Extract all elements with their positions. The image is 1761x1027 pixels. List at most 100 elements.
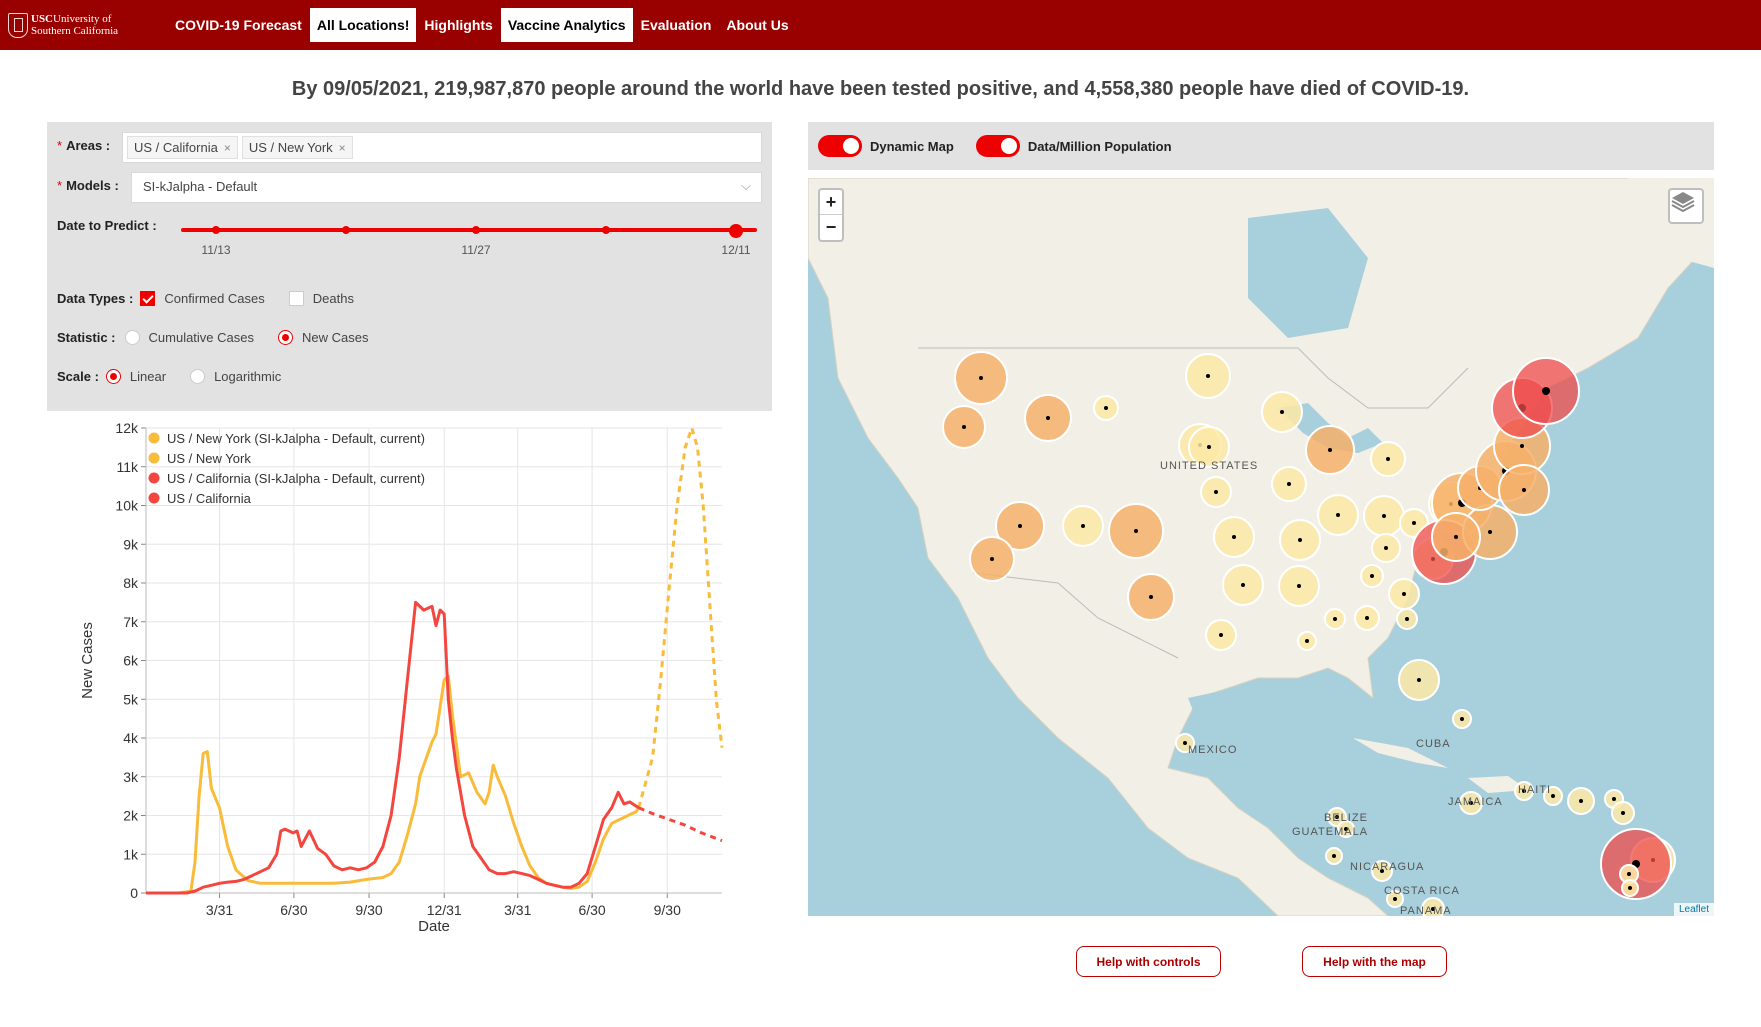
slider-step[interactable] [472,226,480,234]
map-bubble-marker[interactable] [1371,860,1393,882]
map-bubble-marker[interactable] [1127,573,1175,621]
areas-select[interactable]: US / California × US / New York × [122,132,762,163]
map-label-nicaragua: NICARAGUA [1350,861,1425,873]
new-cases-radio[interactable]: New Cases [278,330,368,345]
y-tick-label: 12k [115,420,139,436]
toggle-switch-icon[interactable] [975,135,1020,157]
y-tick-label: 8k [123,575,139,591]
map-bubble-marker[interactable] [1324,608,1346,630]
map-bubble-marker[interactable] [1305,425,1355,475]
map-bubble-marker[interactable] [1498,464,1550,516]
map-bubble-marker[interactable] [1337,820,1355,838]
map-bubble-marker[interactable] [1360,564,1384,588]
legend-entry: US / California (SI-kJalpha - Default, c… [167,471,425,486]
models-row: * Models : [57,178,119,193]
map-bubble-marker[interactable] [1363,495,1405,537]
help-controls-button[interactable]: Help with controls [1076,946,1221,977]
map-bubble-marker[interactable] [1600,828,1672,900]
map-bubble-marker[interactable] [1108,503,1164,559]
map-bubble-marker[interactable] [1200,476,1232,508]
radio-icon[interactable] [190,369,206,384]
deaths-checkbox[interactable]: Deaths [288,291,354,306]
nav-item-all-locations[interactable]: All Locations! [309,8,417,42]
help-map-button[interactable]: Help with the map [1302,946,1447,977]
map-label-belize: BELIZE [1324,812,1368,824]
zoom-out-button[interactable]: − [825,217,837,237]
slider-step[interactable] [342,226,350,234]
data-types-row: Data Types : Confirmed Cases Deaths [57,291,378,306]
toggle-switch-icon[interactable] [818,135,862,157]
usc-logo[interactable]: USCUniversity of Southern California [8,11,128,39]
map-bubble-marker[interactable] [1261,391,1303,433]
map-bubble-marker[interactable] [1452,709,1472,729]
leaflet-attribution[interactable]: Leaflet [1673,903,1714,916]
nav-item-forecast[interactable]: COVID-19 Forecast [175,17,302,33]
map-bubble-marker[interactable] [1396,608,1418,630]
map-bubble-marker[interactable] [1317,494,1359,536]
map-bubble-marker[interactable] [1543,786,1563,806]
radio-selected-icon[interactable] [105,369,121,384]
zoom-in-button[interactable]: + [820,190,842,215]
nav-item-highlights[interactable]: Highlights [424,17,493,33]
slider-handle[interactable] [729,224,743,238]
map-bubble-marker[interactable] [1175,733,1195,753]
legend-entry: US / New York (SI-kJalpha - Default, cur… [167,431,425,446]
map-bubble-marker[interactable] [942,405,986,449]
close-icon[interactable]: × [338,140,346,155]
map-bubble-marker[interactable] [1611,801,1635,825]
linear-radio[interactable]: Linear [105,369,166,384]
nav-item-vaccine-analytics[interactable]: Vaccine Analytics [500,8,633,42]
map-bubble-marker[interactable] [1188,426,1230,468]
map-bubble-marker[interactable] [1621,879,1639,897]
map-bubble-marker[interactable] [1024,394,1072,442]
map-bubble-marker[interactable] [1205,619,1237,651]
map-bubble-marker[interactable] [1062,505,1104,547]
radio-selected-icon[interactable] [278,330,294,345]
dynamic-map-toggle[interactable]: Dynamic Map [818,135,954,157]
areas-label: Areas : [66,138,111,153]
map-bubble-marker[interactable] [1279,519,1321,561]
map-bubble-marker[interactable] [1514,781,1534,801]
map-bubble-marker[interactable] [1325,847,1343,865]
map-bubble-marker[interactable] [1459,791,1483,815]
map-bubble-marker[interactable] [1371,533,1401,563]
date-label: Date to Predict : [57,218,157,233]
cumulative-cases-radio[interactable]: Cumulative Cases [124,330,254,345]
date-slider[interactable]: 11/13 11/27 12/11 [181,224,757,264]
nav-item-about-us[interactable]: About Us [726,17,789,33]
map-bubble-marker[interactable] [1185,353,1231,399]
map-bubble-marker[interactable] [1370,441,1406,477]
models-select[interactable]: SI-kJalpha - Default ⌵ [131,172,762,203]
nav-item-evaluation[interactable]: Evaluation [640,17,712,33]
map-bubble-marker[interactable] [1354,605,1380,631]
map-bubble-marker[interactable] [1271,466,1307,502]
map-bubble-marker[interactable] [954,351,1008,405]
map-bubble-marker[interactable] [1567,787,1595,815]
map-bubble-marker[interactable] [1213,516,1255,558]
map-bubble-marker[interactable] [1512,357,1580,425]
slider-step[interactable] [212,226,220,234]
radio-icon[interactable] [124,330,140,345]
confirmed-cases-checkbox[interactable]: Confirmed Cases [140,291,265,306]
map-bubble-marker[interactable] [1093,395,1119,421]
per-million-toggle[interactable]: Data/Million Population [975,135,1172,157]
map-view[interactable]: UNITED STATES MEXICO CUBA JAMAICA HAITI … [808,178,1714,916]
checkbox-checked-icon[interactable] [140,291,156,306]
slider-step[interactable] [602,226,610,234]
map-bubble-marker[interactable] [1398,659,1440,701]
checkbox-icon[interactable] [288,291,304,306]
map-bubble-marker[interactable] [1222,564,1264,606]
bubble-center-dot [1628,886,1632,890]
logarithmic-radio[interactable]: Logarithmic [190,369,281,384]
map-bubble-marker[interactable] [1388,578,1420,610]
map-bubble-marker[interactable] [1278,565,1320,607]
close-icon[interactable]: × [223,140,231,155]
map-bubble-marker[interactable] [1386,890,1404,908]
map-bubble-marker[interactable] [969,536,1015,582]
layers-icon[interactable] [1668,188,1704,224]
map-bubble-marker[interactable] [1297,631,1317,651]
map-bubble-marker[interactable] [1431,512,1481,562]
bubble-center-dot [1431,907,1435,911]
map-bubble-marker[interactable] [1421,897,1445,916]
map-bubble-marker[interactable] [995,501,1045,551]
